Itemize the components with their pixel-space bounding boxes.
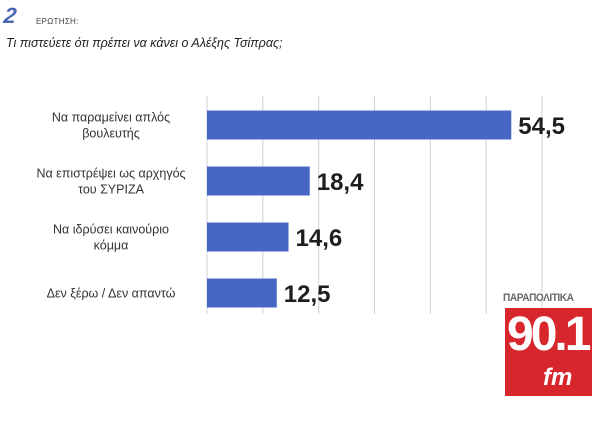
radio-logo: ΠΑΡΑΠΟΛΙΤΙΚΑ 90.1 fm	[503, 292, 592, 404]
bar	[207, 222, 289, 252]
logo-top-text: ΠΑΡΑΠΟΛΙΤΙΚΑ	[503, 292, 574, 304]
value-label: 14,6	[296, 225, 343, 252]
logo-box: 90.1 fm	[505, 308, 592, 396]
question-text: Τι πιστεύετε ότι πρέπει να κάνει ο Αλέξη…	[6, 36, 283, 50]
bars	[207, 110, 512, 308]
value-label: 18,4	[317, 169, 364, 196]
value-label: 54,5	[518, 113, 565, 140]
category-labels: Να παραμείνει απλός βουλευτής Να επιστρέψε…	[36, 111, 185, 301]
category-label: Να επιστρέψει ως αρχηγός του ΣΥΡΙΖΑ	[36, 167, 185, 197]
question-number: 2	[2, 3, 18, 28]
value-label: 12,5	[284, 281, 331, 308]
logo-number: 90.1	[507, 308, 591, 361]
bar	[207, 166, 310, 196]
category-label: Να ιδρύσει καινούριο κόμμα	[53, 223, 169, 253]
bar	[207, 110, 512, 140]
logo-suffix: fm	[543, 364, 573, 391]
question-label: ΕΡΩΤΗΣΗ:	[36, 17, 79, 26]
category-label: Να παραμείνει απλός βουλευτής	[52, 111, 170, 141]
value-labels: 54,5 18,4 14,6 12,5	[284, 113, 565, 308]
bar-chart: Να παραμείνει απλός βουλευτής Να επιστρέψε…	[36, 96, 565, 314]
category-label: Δεν ξέρω / Δεν απαντώ	[47, 287, 176, 301]
bar	[207, 278, 277, 308]
